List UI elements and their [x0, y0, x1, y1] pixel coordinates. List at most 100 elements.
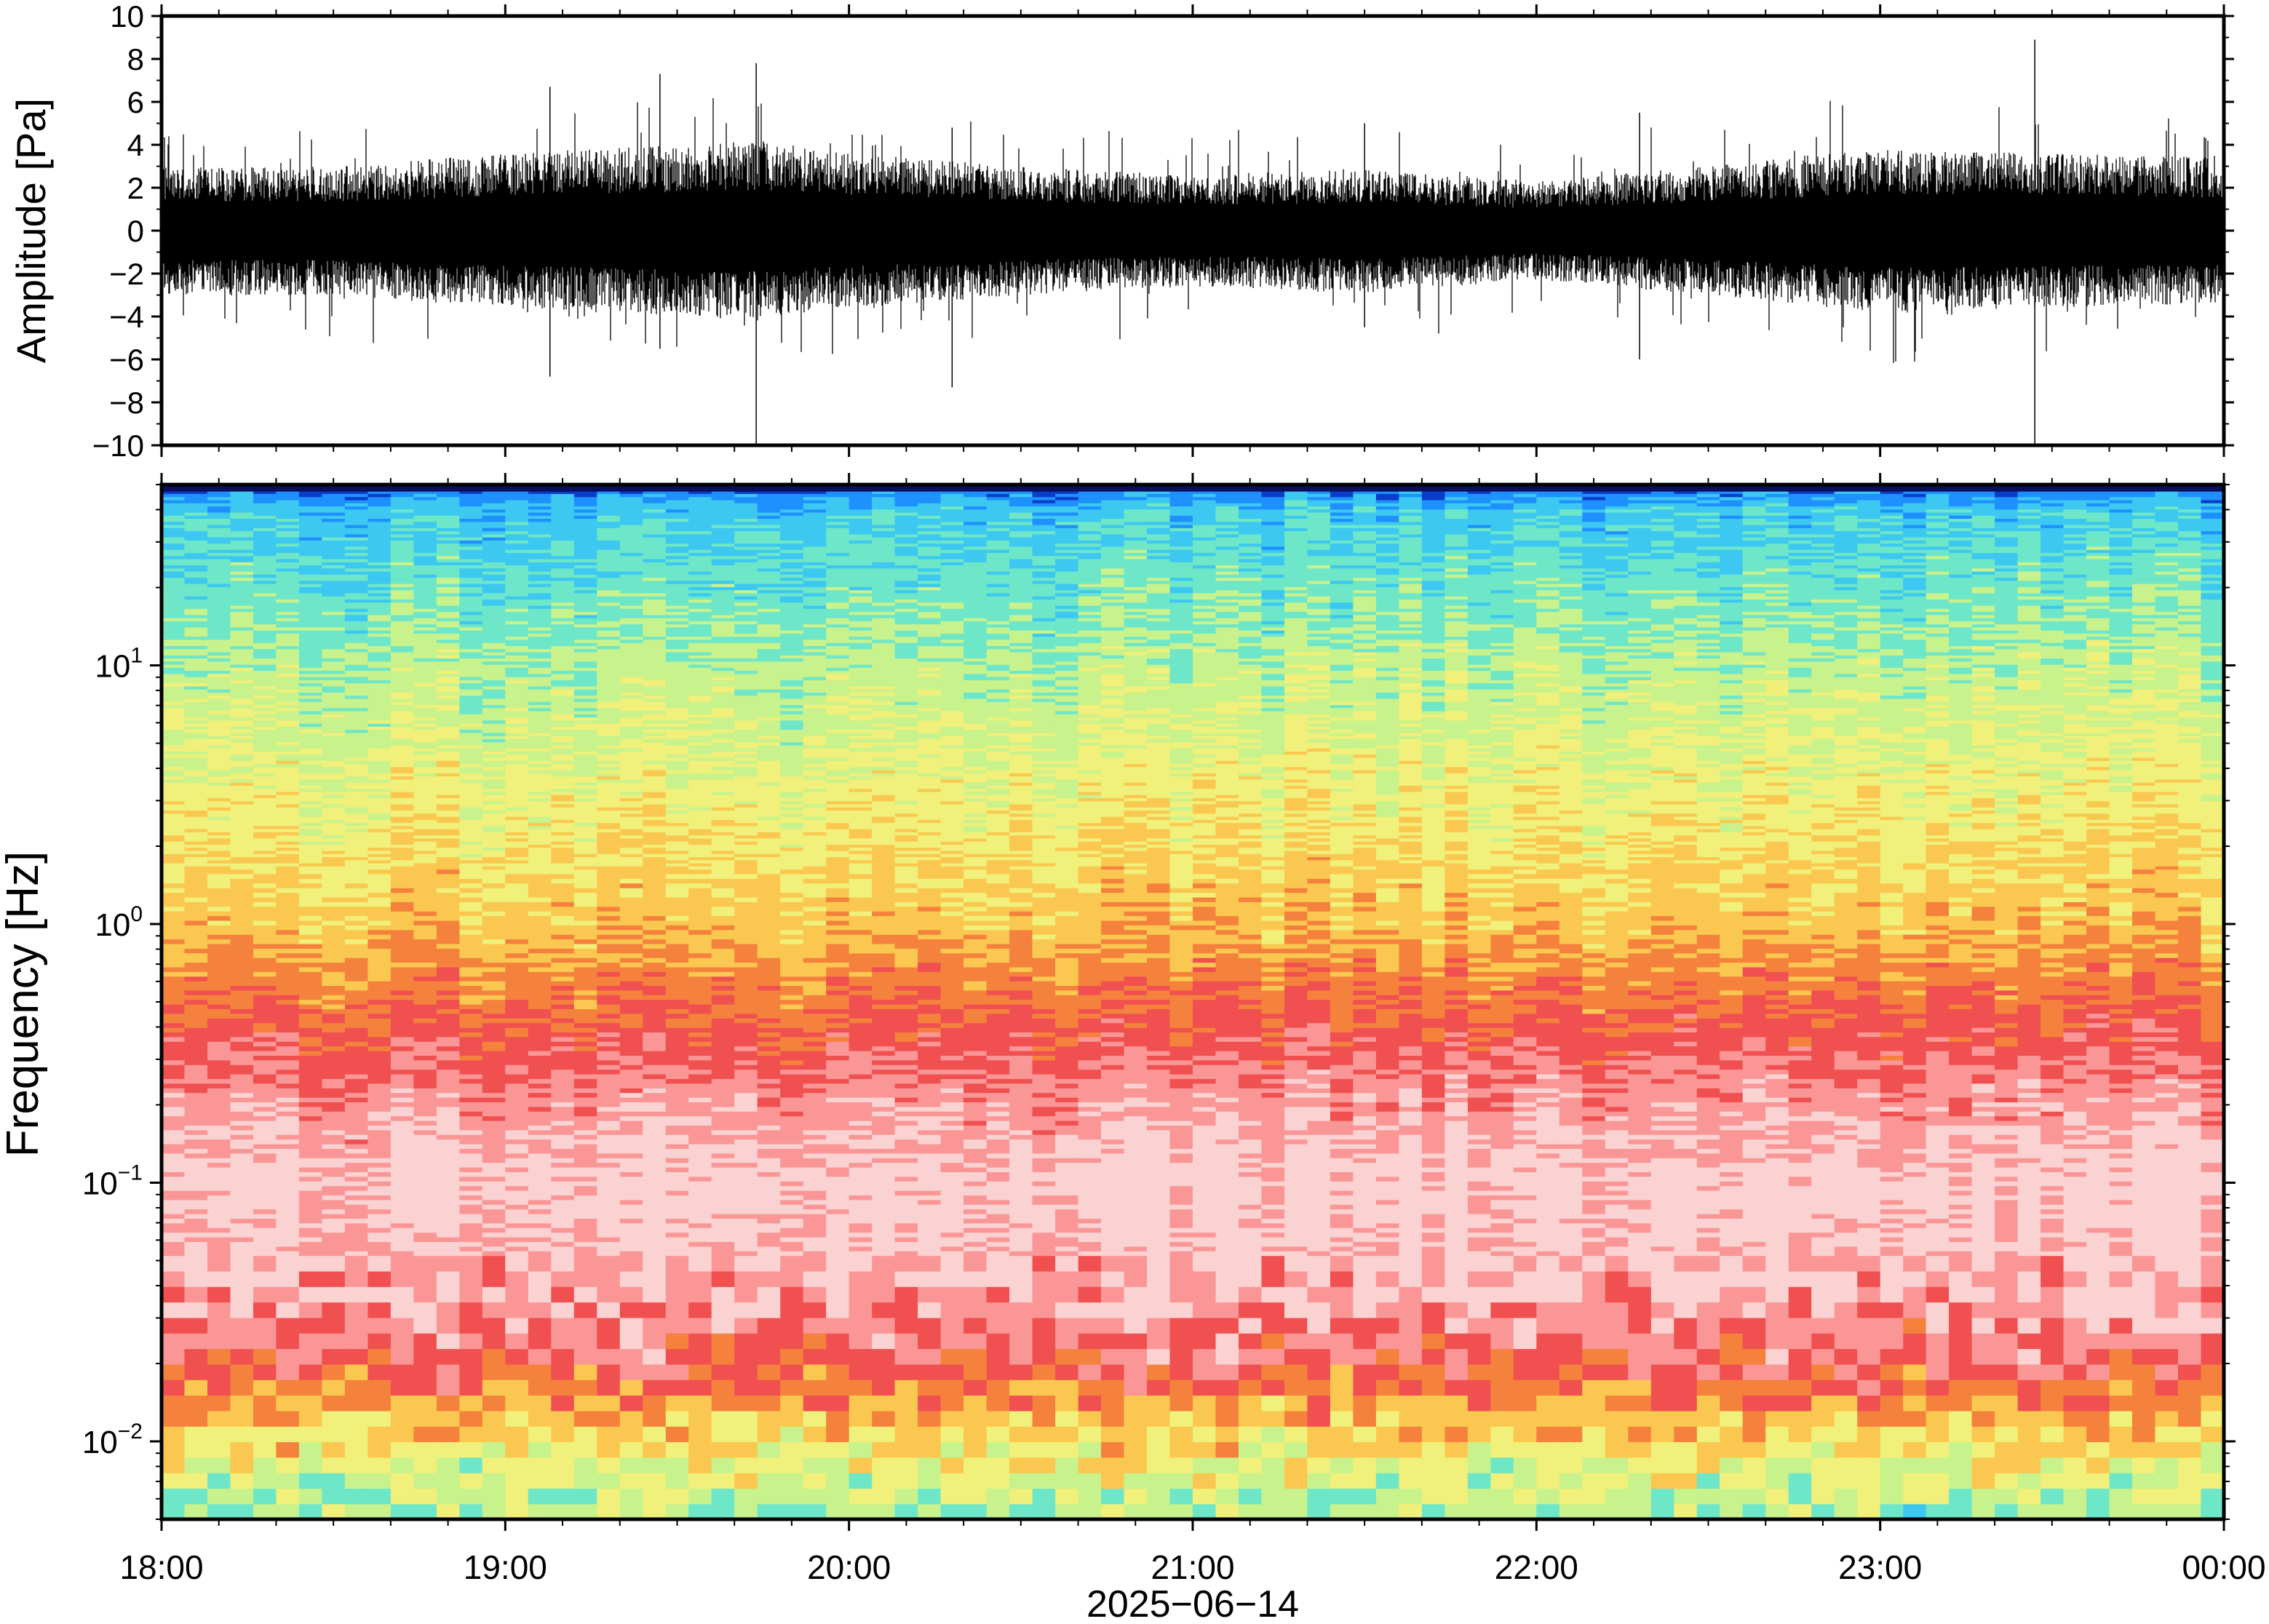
spectrogram-cell: [162, 907, 185, 912]
spectrogram-cell: [551, 911, 574, 916]
spectrogram-cell: [367, 883, 391, 888]
spectrogram-cell: [276, 1097, 299, 1102]
spectrogram-cell: [597, 892, 620, 897]
spectrogram-cell: [207, 1008, 231, 1014]
spectrogram-cell: [413, 1121, 437, 1126]
spectrogram-cell: [345, 1078, 368, 1083]
spectrogram-cell: [253, 1246, 277, 1251]
spectrogram-cell: [345, 1092, 368, 1097]
spectrogram-cell: [185, 925, 208, 930]
spectrogram-cell: [505, 1134, 528, 1139]
spectrogram-cell: [574, 1185, 597, 1190]
spectrogram-cell: [253, 1027, 277, 1032]
spectrogram-cell: [367, 1255, 391, 1271]
spectrogram-cell: [185, 1130, 208, 1135]
spectrogram-cell: [345, 985, 368, 990]
spectrogram-cell: [322, 1102, 345, 1107]
spectrogram-cell: [231, 1060, 254, 1065]
spectrogram-cell: [299, 1074, 322, 1079]
spectrogram-cell: [620, 1227, 643, 1233]
spectrogram-cell: [231, 907, 254, 912]
spectrogram-cell: [162, 897, 185, 902]
y-tick-label: 6: [127, 85, 144, 119]
spectrogram-cell: [551, 1083, 574, 1088]
spectrogram-cell: [367, 1364, 391, 1380]
spectrogram-cell: [413, 1139, 437, 1144]
spectrogram-cell: [253, 874, 277, 879]
spectrogram-cell: [437, 1223, 460, 1228]
spectrogram-cell: [574, 1107, 597, 1112]
spectrogram-cell: [620, 999, 643, 1004]
spectrogram-cell: [459, 883, 482, 888]
spectrogram-cell: [299, 1144, 322, 1149]
spectrogram-cell: [253, 1064, 277, 1070]
spectrogram-cell: [367, 958, 391, 963]
spectrogram-cell: [574, 1060, 597, 1065]
spectrogram-cell: [597, 934, 620, 939]
spectrogram-cell: [643, 981, 666, 986]
spectrogram-cell: [551, 1041, 574, 1046]
spectrogram-cell: [162, 1441, 185, 1457]
spectrogram-cell: [437, 1153, 460, 1158]
spectrogram-cell: [185, 1223, 208, 1228]
spectrogram-cell: [437, 1286, 460, 1302]
spectrogram-cell: [505, 1255, 528, 1271]
spectrogram-cell: [231, 1218, 254, 1223]
spectrogram-cell: [597, 1237, 620, 1242]
spectrogram-cell: [528, 925, 552, 930]
spectrogram-cell: [620, 1022, 643, 1027]
spectrogram-cell: [482, 1232, 506, 1237]
spectrogram-cell: [299, 1395, 322, 1411]
spectrogram-cell: [185, 1441, 208, 1457]
spectrogram-cell: [185, 1014, 208, 1019]
spectrogram-cell: [276, 1200, 299, 1205]
spectrogram-cell: [505, 1074, 528, 1079]
spectrogram-cell: [162, 953, 185, 958]
spectrogram-cell: [620, 1167, 643, 1172]
y-tick-label: 4: [127, 128, 144, 162]
spectrogram-cell: [597, 1162, 620, 1167]
spectrogram-cell: [574, 934, 597, 939]
spectrogram-cell: [253, 1441, 277, 1457]
spectrogram-cell: [276, 1088, 299, 1093]
spectrogram-cell: [391, 1125, 414, 1130]
spectrogram-cell: [276, 1271, 299, 1287]
spectrogram-cell: [162, 1237, 185, 1242]
spectrogram-cell: [162, 1364, 185, 1380]
spectrogram-cell: [574, 1426, 597, 1442]
spectrogram-cell: [459, 999, 482, 1004]
spectrogram-cell: [207, 939, 231, 944]
spectrogram-cell: [551, 1125, 574, 1130]
spectrogram-cell: [528, 1241, 552, 1246]
spectrogram-cell: [482, 990, 506, 995]
spectrogram-cell: [597, 1218, 620, 1223]
spectrogram-cell: [162, 958, 185, 963]
spectrogram-cell: [299, 1167, 322, 1172]
spectrogram-cell: [185, 1488, 208, 1504]
spectrogram-cell: [459, 1092, 482, 1097]
spectrogram-cell: [597, 1395, 620, 1411]
spectrogram-cell: [367, 1318, 391, 1334]
spectrogram-cell: [231, 990, 254, 995]
spectrogram-cell: [643, 1364, 666, 1380]
spectrogram-cell: [367, 1078, 391, 1083]
spectrogram-cell: [551, 925, 574, 930]
spectrogram-cell: [345, 901, 368, 907]
spectrogram-cell: [597, 1195, 620, 1200]
spectrogram-cell: [345, 1190, 368, 1195]
spectrogram-cell: [437, 925, 460, 930]
spectrogram-cell: [528, 1302, 552, 1318]
spectrogram-cell: [185, 874, 208, 879]
spectrogram-cell: [505, 1130, 528, 1135]
spectrogram-cell: [276, 1115, 299, 1121]
spectrogram-cell: [322, 1148, 345, 1153]
spectrogram-cell: [231, 1097, 254, 1102]
spectrogram-cell: [551, 1364, 574, 1380]
spectrogram-cell: [207, 930, 231, 935]
spectrogram-cell: [231, 1214, 254, 1219]
spectrogram-cell: [437, 1473, 460, 1489]
spectrogram-cell: [231, 1153, 254, 1158]
spectrogram-cell: [253, 1014, 277, 1019]
spectrogram-cell: [322, 1097, 345, 1102]
spectrogram-cell: [231, 1302, 254, 1318]
